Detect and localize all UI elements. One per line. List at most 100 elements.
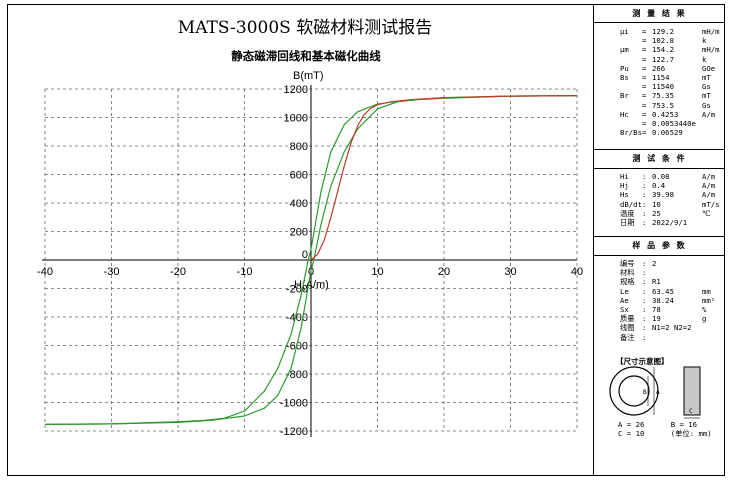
- sample-sep: :: [642, 332, 647, 342]
- sample-unit: [702, 268, 726, 277]
- y-tick-label: -1200: [280, 426, 308, 438]
- sample-value: [652, 268, 702, 277]
- results-unit: mH/m: [702, 27, 720, 36]
- results-sep: =: [642, 45, 647, 55]
- x-tick-label: 40: [571, 266, 583, 278]
- sample-value: 19: [652, 314, 661, 324]
- results-sep: =: [642, 100, 647, 110]
- results-label: Bs: [620, 73, 629, 83]
- sample-sep: :: [642, 323, 647, 333]
- sample-sep: :: [642, 286, 647, 296]
- conditions-row: Hj:0.4 A/m: [620, 181, 726, 190]
- diagram-title: 【尺寸示意图】: [616, 357, 669, 366]
- dim-label-c: C: [689, 408, 693, 415]
- divider: [594, 168, 725, 169]
- sample-unit: g: [702, 314, 707, 324]
- conditions-row: dB/dt:10 mT/s: [620, 200, 726, 209]
- results-row: Hc = 0.4253 A/m: [620, 110, 726, 119]
- sample-row: 材料:: [620, 268, 726, 277]
- sample-label: 质量: [620, 314, 635, 324]
- results-label: [620, 36, 642, 45]
- hysteresis-chart: -40 -30 -20 -10 0 10 20 30 40-1200-1000-800-600-…: [37, 70, 583, 438]
- sample-label: 编号: [620, 259, 635, 268]
- divider: [594, 236, 725, 237]
- sample-label: 规格: [620, 277, 635, 287]
- sample-sep: :: [642, 259, 647, 268]
- sample-unit: mm: [702, 286, 711, 296]
- sample-row: 线圈: N1=2 N2=2: [620, 323, 726, 332]
- results-value: 266: [652, 63, 666, 73]
- results-label: [620, 55, 642, 64]
- results-unit: mT: [702, 91, 711, 101]
- results-row: = 102.8 k: [620, 36, 726, 45]
- sample-label: 线圈: [620, 323, 635, 333]
- sample-value: 78: [652, 305, 661, 315]
- sample-value: 2: [652, 259, 657, 268]
- conditions-unit: ℃: [702, 208, 711, 218]
- sample-value: 63.45: [652, 286, 674, 296]
- conditions-value: 2022/9/1: [652, 218, 688, 228]
- y-tick-label: 800: [290, 141, 308, 153]
- conditions-row: Hi:0.08 A/m: [620, 172, 726, 181]
- results-row: = 0.0053440e: [620, 119, 726, 128]
- results-unit: Gs: [702, 100, 711, 110]
- results-row: μm = 154.2 mH/m: [620, 45, 726, 54]
- sample-sep: :: [642, 305, 647, 315]
- sample-sep: :: [642, 295, 647, 305]
- results-unit: mH/m: [702, 45, 720, 55]
- results-row: Bs = 1154 mT: [620, 73, 726, 82]
- sample-header: 样 品 参 数: [632, 241, 687, 250]
- x-tick-label: -10: [237, 266, 253, 278]
- sample-row: Sx:78%: [620, 305, 726, 314]
- results-label: μi: [620, 27, 629, 36]
- sample-value: [652, 333, 702, 342]
- chart-title: 静态磁滞回线和基本磁化曲线: [231, 49, 381, 63]
- results-label: Hc: [620, 109, 629, 119]
- conditions-label: Hj: [620, 181, 629, 191]
- y-tick-label: 400: [290, 198, 308, 210]
- sample-row: Ae:38.24 mm²: [620, 296, 726, 305]
- x-tick-label: 20: [438, 266, 450, 278]
- sample-sep: :: [642, 268, 647, 278]
- conditions-value: 0.4: [652, 181, 666, 191]
- results-label: Pu: [620, 63, 629, 73]
- sample-unit: [702, 333, 726, 342]
- conditions-value: 10: [652, 199, 661, 209]
- sample-row: 编号:2: [620, 259, 726, 268]
- x-tick-label: -40: [37, 266, 53, 278]
- dim-label-b: B: [643, 389, 647, 396]
- sample-sep: :: [642, 277, 647, 287]
- results-row: = 753.5 Gs: [620, 101, 726, 110]
- conditions-label: Hs: [620, 190, 629, 200]
- conditions-row: Hs:39.98 A/m: [620, 190, 726, 199]
- results-row: = 11540 Gs: [620, 82, 726, 91]
- results-unit: k: [702, 36, 707, 46]
- x-tick-label: -30: [104, 266, 120, 278]
- results-value: 0.0053440e: [652, 119, 696, 129]
- dim-label-a: A: [656, 389, 660, 396]
- results-row: μi = 129.2 mH/m: [620, 27, 726, 36]
- results-header: 测 量 结 果: [632, 9, 687, 18]
- results-value: 75.35: [652, 91, 674, 101]
- results-sep: =: [642, 54, 647, 64]
- results-label: [620, 101, 642, 110]
- sample-unit: [702, 259, 726, 268]
- x-axis-label: H(A/m): [294, 279, 329, 291]
- results-sep: =: [642, 63, 647, 73]
- results-unit: Gs: [702, 82, 711, 92]
- report-title: MATS-3000S 软磁材料测试报告: [177, 18, 433, 38]
- sample-value: 38.24: [652, 295, 674, 305]
- y-tick-label: 600: [290, 170, 308, 182]
- results-value: 0.4253: [652, 109, 679, 119]
- results-value: 753.5: [652, 100, 674, 110]
- results-sep: =: [642, 36, 647, 46]
- conditions-list: Hi:0.08 A/m Hj:0.4 A/m Hs:39.98 A/m dB/dt:10 mT…: [620, 172, 726, 227]
- results-label: [620, 119, 642, 128]
- results-value: 0.06529: [652, 128, 683, 138]
- series-line-initial_magnetization: [310, 95, 578, 261]
- sample-label: Ae: [620, 295, 629, 305]
- conditions-value: 0.08: [652, 172, 670, 181]
- divider: [594, 149, 725, 150]
- sample-value: N1=2 N2=2: [652, 323, 692, 333]
- results-row: Pu = 266 GOe: [620, 64, 726, 73]
